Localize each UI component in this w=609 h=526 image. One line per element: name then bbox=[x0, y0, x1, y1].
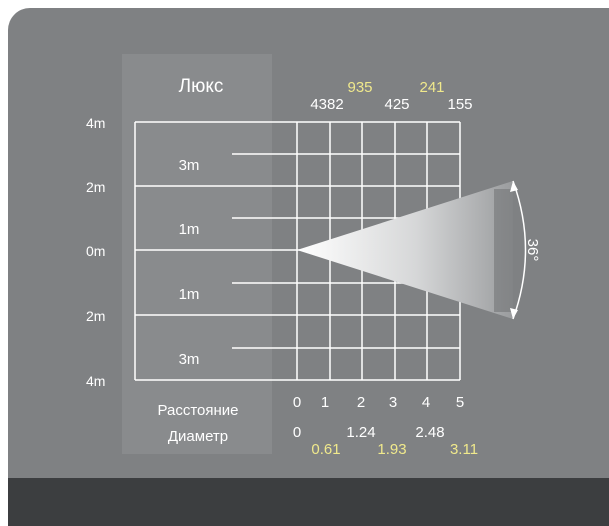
scale-label-3: 0m bbox=[86, 243, 105, 259]
scale-label-5: 4m bbox=[86, 373, 105, 389]
height-label-4: 3m bbox=[179, 351, 200, 368]
lux-value-lower-2: 425 bbox=[384, 96, 409, 113]
distance-tick-3: 3 bbox=[389, 394, 397, 411]
diameter-value-yellow-1: 0.61 bbox=[311, 441, 340, 458]
diameter-value-0: 0 bbox=[293, 424, 301, 441]
beam-angle-arc bbox=[512, 180, 527, 320]
lux-value-upper-1: 935 bbox=[347, 79, 372, 96]
lux-value-lower-3: 155 bbox=[447, 96, 472, 113]
height-label-2: 1m bbox=[179, 221, 200, 238]
distance-tick-2: 2 bbox=[357, 394, 365, 411]
scale-label-2: 2m bbox=[86, 179, 105, 195]
lux-value-lower-1: 4382 bbox=[310, 96, 343, 113]
scale-label-4: 2m bbox=[86, 308, 105, 324]
lux-value-upper-2: 241 bbox=[419, 79, 444, 96]
height-label-3: 1m bbox=[179, 286, 200, 303]
distance-tick-1: 1 bbox=[321, 394, 329, 411]
diameter-value-2: 2.48 bbox=[415, 424, 444, 441]
light-beam bbox=[297, 181, 513, 319]
diameter-value-yellow-3: 3.11 bbox=[450, 441, 478, 458]
distance-tick-5: 5 bbox=[456, 394, 464, 411]
lux-title: Люкс bbox=[179, 76, 224, 97]
beam-diagram-card: 36° Люкс 935 241 4382 425 155 4m 2m 0m 2… bbox=[8, 8, 609, 526]
diameter-value-1: 1.24 bbox=[346, 424, 375, 441]
diameter-value-yellow-2: 1.93 bbox=[377, 441, 406, 458]
beam-edge-shade bbox=[494, 189, 513, 312]
distance-tick-0: 0 bbox=[293, 394, 301, 411]
arc-arrow-top bbox=[510, 181, 518, 192]
distance-tick-4: 4 bbox=[422, 394, 430, 411]
distance-label: Расстояние bbox=[157, 402, 238, 419]
arc-arrow-bottom bbox=[510, 308, 518, 319]
diameter-label: Диаметр bbox=[168, 428, 228, 445]
beam-angle-label: 36° bbox=[524, 239, 541, 262]
height-label-1: 3m bbox=[179, 157, 200, 174]
footer-bar bbox=[8, 478, 609, 526]
label-panel bbox=[122, 54, 272, 454]
beam-diagram: 36° Люкс 935 241 4382 425 155 4m 2m 0m 2… bbox=[86, 54, 541, 458]
scale-label-1: 4m bbox=[86, 115, 105, 131]
